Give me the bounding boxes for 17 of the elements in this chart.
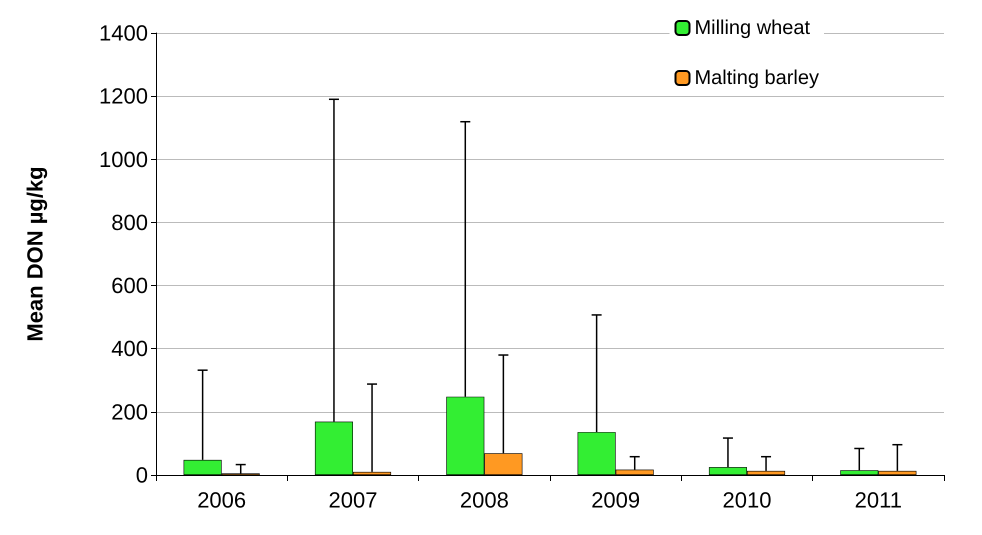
y-tick-label: 0: [136, 462, 148, 488]
y-tick-label: 200: [111, 399, 148, 424]
x-tick-label: 2007: [328, 488, 378, 512]
x-tick-label: 2008: [460, 488, 509, 512]
y-tick-label: 1000: [99, 146, 148, 172]
legend-label: Milling wheat: [694, 17, 811, 39]
y-tick-label: 400: [111, 336, 148, 362]
y-tick-label: 1200: [99, 84, 148, 109]
x-tick-label: 2011: [854, 488, 902, 512]
y-tick-label: 600: [111, 273, 148, 298]
y-tick-label: 1400: [99, 20, 148, 46]
y-axis-title: Mean DON µg/kg: [22, 166, 48, 342]
x-tick-label: 2009: [591, 488, 640, 512]
y-tick-label: 800: [111, 210, 148, 235]
x-tick-label: 2010: [722, 488, 772, 512]
legend-label: Malting barley: [694, 67, 820, 89]
x-tick-label: 2006: [197, 488, 246, 512]
